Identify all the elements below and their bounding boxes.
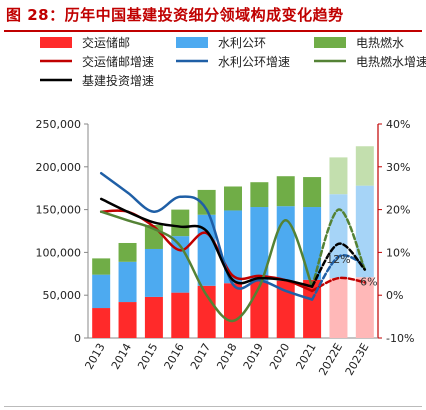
bar-2020-s3 bbox=[276, 176, 295, 207]
bar-2019-s3 bbox=[250, 182, 269, 208]
x-tick-label: 2022E bbox=[316, 341, 345, 378]
bar-2017-s1 bbox=[197, 285, 216, 338]
bar-2015-s2 bbox=[144, 248, 163, 297]
x-tick-label: 2023E bbox=[343, 341, 372, 378]
bar-2018-s3 bbox=[224, 186, 242, 211]
legend-swatch-3 bbox=[314, 37, 346, 48]
bar-2014-s2 bbox=[118, 261, 137, 303]
data-label-2022e: 12% bbox=[326, 253, 350, 266]
line-2-actual bbox=[99, 171, 314, 301]
bar-2021-s2 bbox=[303, 207, 322, 280]
bar-2017-s3 bbox=[197, 189, 216, 215]
bar-2018-s1 bbox=[224, 283, 242, 338]
line-3-actual bbox=[99, 210, 314, 323]
bar-2013-s3 bbox=[92, 258, 111, 275]
bar-2019-s2 bbox=[250, 207, 269, 282]
x-tick-label: 2019 bbox=[241, 341, 266, 372]
x-tick-label: 2016 bbox=[162, 341, 187, 372]
y-left-tick-label: 150,000 bbox=[36, 204, 82, 217]
line-4-forecast bbox=[310, 242, 367, 288]
bar-2018-s2 bbox=[224, 210, 242, 284]
x-tick-label: 2015 bbox=[135, 341, 160, 372]
bar-2013-s2 bbox=[92, 274, 111, 309]
legend-label-2: 水利公环 bbox=[218, 36, 266, 50]
x-tick-label: 2020 bbox=[267, 341, 292, 372]
bar-2016-s3 bbox=[171, 209, 190, 237]
x-tick-label: 2018 bbox=[214, 341, 239, 372]
line-4-actual bbox=[99, 197, 314, 288]
bar-2015-s1 bbox=[144, 296, 163, 338]
bar-2023e-s2 bbox=[355, 185, 374, 278]
y-right-tick-label: 20% bbox=[386, 204, 410, 217]
line-3-forecast bbox=[310, 208, 367, 288]
bar-2023e-s3 bbox=[355, 146, 374, 186]
y-right-tick-label: -10% bbox=[386, 332, 414, 345]
bar-2022e-s3 bbox=[329, 157, 348, 195]
bar-2014-s1 bbox=[118, 302, 137, 338]
bar-2020-s1 bbox=[276, 280, 295, 338]
y-left-tick-label: 50,000 bbox=[43, 289, 82, 302]
y-right-tick-label: 30% bbox=[386, 161, 410, 174]
legend-swatch-2 bbox=[176, 37, 208, 48]
y-right-tick-label: 0% bbox=[386, 289, 403, 302]
legend-label-1: 交运储邮 bbox=[82, 35, 130, 50]
y-right-tick-label: 40% bbox=[386, 118, 410, 131]
y-right-tick-label: 10% bbox=[386, 246, 410, 259]
y-left-tick-label: 100,000 bbox=[36, 246, 82, 259]
legend-line-label-4: 基建投资增速 bbox=[82, 73, 154, 88]
legend-swatch-1 bbox=[40, 37, 72, 48]
bar-2014-s3 bbox=[118, 242, 137, 262]
y-left-tick-label: 250,000 bbox=[36, 118, 82, 131]
x-tick-label: 2014 bbox=[109, 341, 134, 372]
bar-2013-s1 bbox=[92, 308, 111, 338]
x-tick-label: 2017 bbox=[188, 341, 213, 372]
bar-2020-s2 bbox=[276, 206, 295, 281]
legend-line-label-1: 交运储邮增速 bbox=[82, 54, 154, 69]
x-tick-label: 2013 bbox=[83, 341, 108, 372]
figure-title: 图 28：历年中国基建投资细分领域构成变化趋势 bbox=[6, 6, 344, 24]
bar-2021-s1 bbox=[303, 279, 322, 338]
legend-line-label-2: 水利公环增速 bbox=[218, 55, 290, 69]
legend-label-3: 电热燃水 bbox=[356, 35, 404, 50]
bar-2023e-s1 bbox=[355, 277, 374, 338]
bar-2022e-s1 bbox=[329, 278, 348, 338]
y-left-tick-label: 0 bbox=[74, 332, 81, 345]
title-rule bbox=[4, 30, 422, 32]
bar-2016-s1 bbox=[171, 292, 190, 338]
data-label-2023e: 6% bbox=[360, 276, 377, 289]
bottom-rule bbox=[4, 406, 422, 407]
bar-2021-s3 bbox=[303, 177, 322, 208]
legend-line-label-3: 电热燃水增速 bbox=[356, 54, 426, 69]
y-left-tick-label: 200,000 bbox=[36, 161, 82, 174]
bar-2019-s1 bbox=[250, 281, 269, 338]
x-tick-label: 2021 bbox=[293, 341, 318, 372]
